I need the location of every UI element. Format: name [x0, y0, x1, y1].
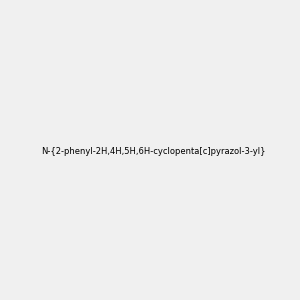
Text: N-{2-phenyl-2H,4H,5H,6H-cyclopenta[c]pyrazol-3-yl}: N-{2-phenyl-2H,4H,5H,6H-cyclopenta[c]pyr… — [41, 147, 266, 156]
